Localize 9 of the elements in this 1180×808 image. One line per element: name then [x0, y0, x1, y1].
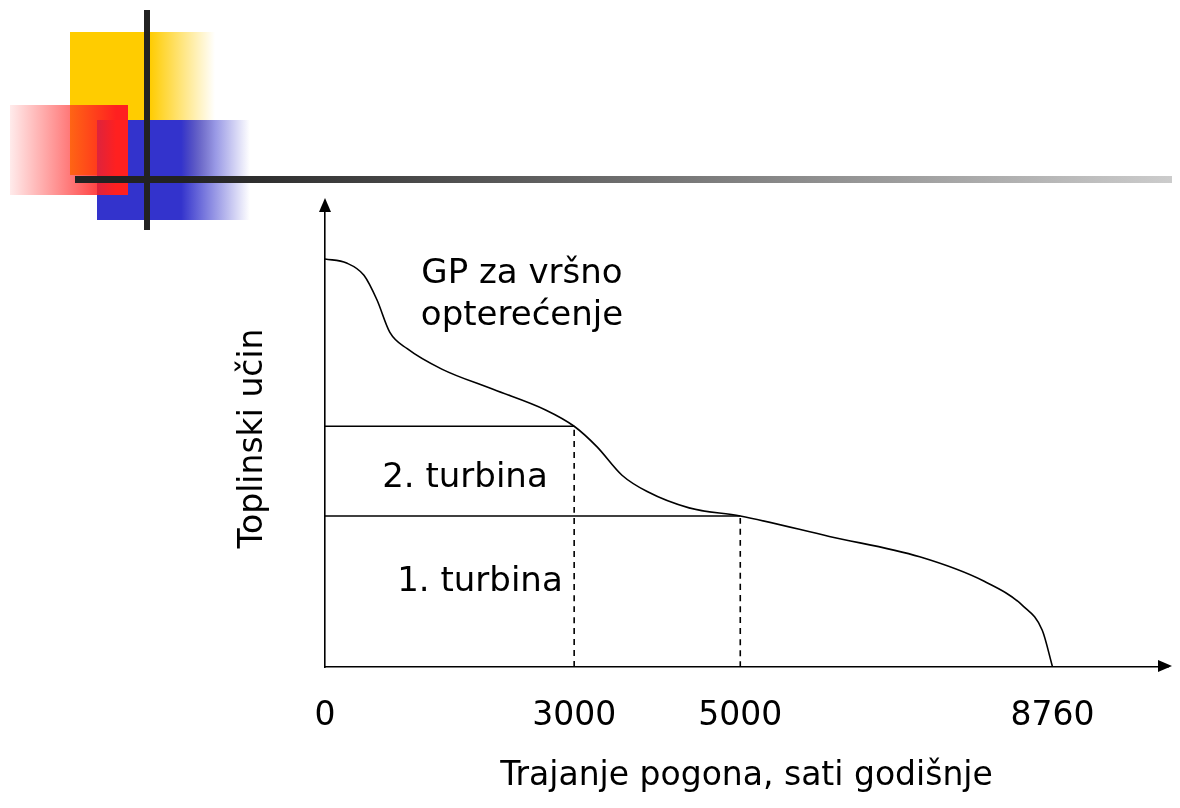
annotation: 2. turbina: [382, 454, 548, 495]
annotation: GP za vršno opterećenje: [420, 250, 624, 333]
x-tick-label: 8760: [1010, 694, 1095, 734]
x-tick-label: 3000: [532, 694, 617, 734]
x-tick-label: 5000: [698, 694, 783, 734]
x-axis-title: Trajanje pogona, sati godišnje: [499, 753, 993, 793]
y-axis-title: Toplinski učin: [231, 328, 271, 550]
annotation: 1. turbina: [397, 558, 563, 599]
x-tick-label: 0: [314, 694, 336, 734]
